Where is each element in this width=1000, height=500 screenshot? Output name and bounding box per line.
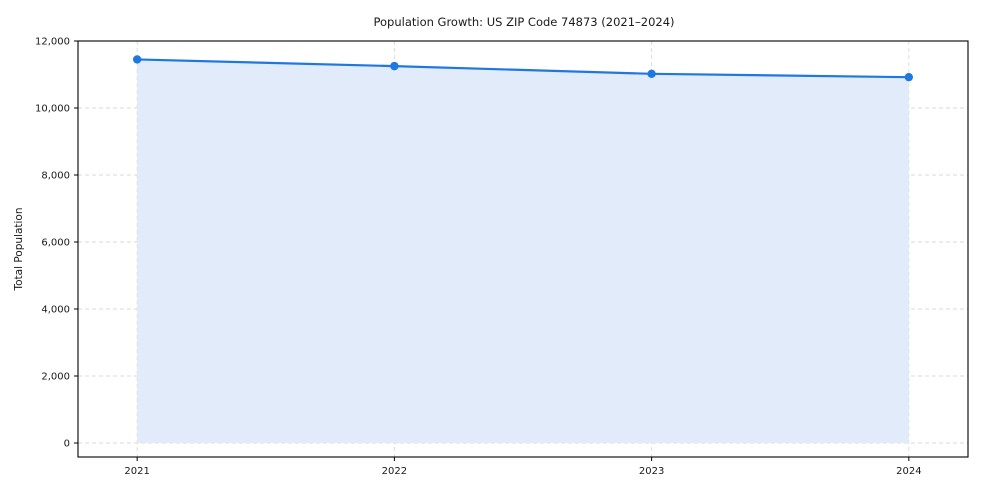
data-point-2023[interactable]: 2023: 11,020 bbox=[647, 69, 656, 79]
chart-title: Population Growth: US ZIP Code 74873 (20… bbox=[373, 15, 674, 29]
x-tick-label-2021: 2021 bbox=[124, 466, 149, 477]
data-point-2024[interactable]: 2024: 10,920 bbox=[904, 72, 914, 82]
axes-spines bbox=[77, 40, 969, 458]
data-point-2021[interactable]: 2021: 11,450 bbox=[132, 55, 142, 64]
x-axis-ticks: 2021 2022 2023 2024 bbox=[124, 457, 922, 477]
x-tick-label-2023: 2023 bbox=[639, 466, 664, 477]
y-tick-label-12000: 12,000 bbox=[35, 37, 70, 48]
y-tick-label-6000: 6,000 bbox=[41, 238, 70, 249]
x-tick-label-2022: 2022 bbox=[382, 466, 407, 477]
y-tick-label-2000: 2,000 bbox=[41, 372, 70, 383]
y-tick-label-4000: 4,000 bbox=[41, 305, 70, 316]
y-tick-label-10000: 10,000 bbox=[35, 104, 70, 115]
y-axis-ticks: 0 2,000 4,000 6,000 8,000 10,000 12,000 bbox=[35, 37, 78, 450]
x-tick-label-2024: 2024 bbox=[896, 466, 921, 477]
y-axis-label: Total Population bbox=[13, 207, 25, 291]
y-tick-label-8000: 8,000 bbox=[41, 171, 70, 182]
data-point-2022[interactable]: 2022: 11,250 bbox=[390, 61, 399, 71]
area-fill bbox=[137, 59, 909, 444]
y-tick-label-0: 0 bbox=[64, 439, 70, 450]
data-point-markers[interactable]: 2021: 11,450 2022: 11,250 2023: 11,020 2024… bbox=[132, 55, 914, 82]
series-line-total-population bbox=[136, 58, 910, 79]
